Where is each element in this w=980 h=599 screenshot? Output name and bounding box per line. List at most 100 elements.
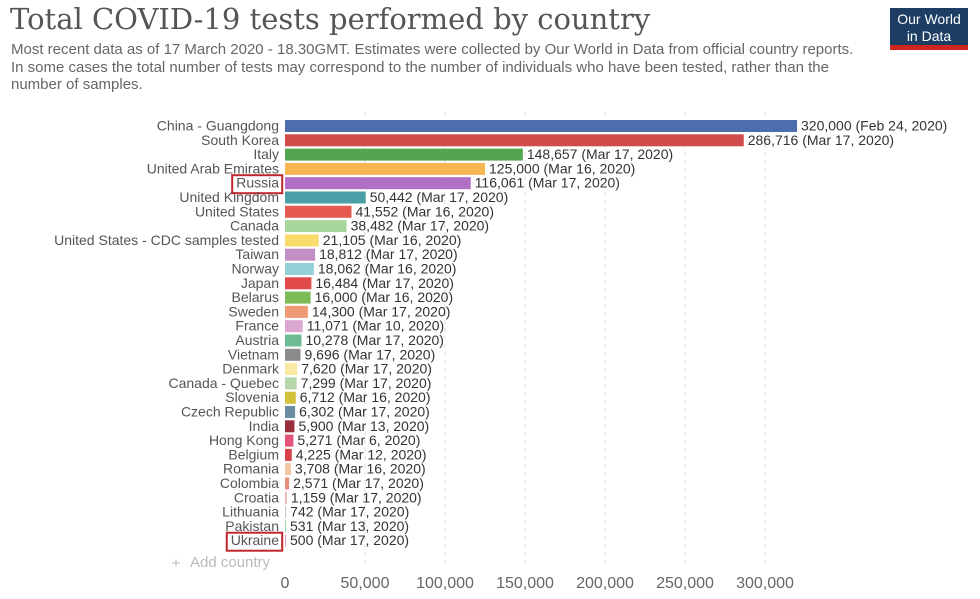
bar-row-norway[interactable]: Norway 18,062 (Mar 16, 2020) <box>232 261 457 277</box>
bar-russia[interactable] <box>285 177 471 190</box>
bar-south-korea[interactable] <box>285 134 744 147</box>
category-label-south-korea[interactable]: South Korea <box>201 132 279 148</box>
category-label-united-kingdom[interactable]: United Kingdom <box>179 189 279 205</box>
bar-croatia[interactable] <box>285 491 287 504</box>
bar-slovenia[interactable] <box>285 391 296 404</box>
bar-austria[interactable] <box>285 334 302 347</box>
bar-row-colombia[interactable]: Colombia 2,571 (Mar 17, 2020) <box>220 475 424 491</box>
category-label-united-states[interactable]: United States <box>195 203 279 219</box>
bar-row-pakistan[interactable]: Pakistan 531 (Mar 13, 2020) <box>225 518 409 534</box>
category-label-sweden[interactable]: Sweden <box>228 303 279 319</box>
bar-row-china-guangdong[interactable]: China - Guangdong 320,000 (Feb 24, 2020) <box>157 118 948 134</box>
bar-row-sweden[interactable]: Sweden 14,300 (Mar 17, 2020) <box>228 303 450 319</box>
bar-row-austria[interactable]: Austria 10,278 (Mar 17, 2020) <box>235 332 444 348</box>
bar-canada[interactable] <box>285 220 347 233</box>
bar-china-guangdong[interactable] <box>285 120 797 132</box>
category-label-denmark[interactable]: Denmark <box>222 361 280 377</box>
bar-hong-kong[interactable] <box>285 434 294 447</box>
bar-row-india[interactable]: India 5,900 (Mar 13, 2020) <box>249 418 430 434</box>
category-label-colombia[interactable]: Colombia <box>220 475 279 491</box>
bar-row-croatia[interactable]: Croatia 1,159 (Mar 17, 2020) <box>234 489 422 505</box>
bar-row-belarus[interactable]: Belarus 16,000 (Mar 16, 2020) <box>232 289 454 305</box>
category-label-czech-republic[interactable]: Czech Republic <box>181 404 279 420</box>
bar-row-united-states-cdc-samples-tested[interactable]: United States - CDC samples tested 21,105… <box>54 232 461 248</box>
add-country-button[interactable]: + Add country <box>172 554 271 572</box>
category-label-belgium[interactable]: Belgium <box>228 446 279 462</box>
category-label-canada[interactable]: Canada <box>230 218 279 234</box>
bar-pakistan[interactable] <box>285 520 286 533</box>
bar-row-romania[interactable]: Romania 3,708 (Mar 16, 2020) <box>223 461 426 477</box>
category-label-france[interactable]: France <box>235 318 279 334</box>
owid-logo[interactable]: Our World in Data <box>890 8 968 50</box>
value-label-united-states: 41,552 (Mar 16, 2020) <box>355 203 494 219</box>
bar-row-south-korea[interactable]: South Korea 286,716 (Mar 17, 2020) <box>201 132 894 148</box>
value-label-italy: 148,657 (Mar 17, 2020) <box>527 146 673 162</box>
bar-row-czech-republic[interactable]: Czech Republic 6,302 (Mar 17, 2020) <box>181 404 430 420</box>
value-label-canada: 38,482 (Mar 17, 2020) <box>351 218 490 234</box>
bar-row-slovenia[interactable]: Slovenia 6,712 (Mar 16, 2020) <box>225 389 430 405</box>
value-label-france: 11,071 (Mar 10, 2020) <box>307 318 445 334</box>
bar-row-canada-quebec[interactable]: Canada - Quebec 7,299 (Mar 17, 2020) <box>168 375 431 391</box>
bar-row-united-arab-emirates[interactable]: United Arab Emirates 125,000 (Mar 16, 202… <box>147 160 636 176</box>
bar-row-vietnam[interactable]: Vietnam 9,696 (Mar 17, 2020) <box>228 346 435 362</box>
bar-row-belgium[interactable]: Belgium 4,225 (Mar 12, 2020) <box>228 446 426 462</box>
category-label-united-arab-emirates[interactable]: United Arab Emirates <box>147 160 279 176</box>
category-label-italy[interactable]: Italy <box>253 146 279 162</box>
bar-czech-republic[interactable] <box>285 406 296 418</box>
bar-row-france[interactable]: France 11,071 (Mar 10, 2020) <box>235 318 444 334</box>
category-label-canada-quebec[interactable]: Canada - Quebec <box>168 375 279 391</box>
bar-row-japan[interactable]: Japan 16,484 (Mar 17, 2020) <box>241 275 454 291</box>
bar-sweden[interactable] <box>285 305 308 318</box>
bar-row-united-kingdom[interactable]: United Kingdom 50,442 (Mar 17, 2020) <box>179 189 508 205</box>
bar-ukraine[interactable] <box>285 534 286 547</box>
bar-united-arab-emirates[interactable] <box>285 162 485 175</box>
value-label-croatia: 1,159 (Mar 17, 2020) <box>291 489 422 505</box>
bar-row-hong-kong[interactable]: Hong Kong 5,271 (Mar 6, 2020) <box>209 432 420 448</box>
bar-belgium[interactable] <box>285 448 292 461</box>
category-label-india[interactable]: India <box>249 418 280 434</box>
category-label-austria[interactable]: Austria <box>235 332 279 348</box>
category-label-lithuania[interactable]: Lithuania <box>222 504 279 520</box>
category-label-pakistan[interactable]: Pakistan <box>225 518 279 534</box>
bar-italy[interactable] <box>285 148 523 161</box>
bar-row-lithuania[interactable]: Lithuania 742 (Mar 17, 2020) <box>222 504 409 520</box>
bar-row-italy[interactable]: Italy 148,657 (Mar 17, 2020) <box>253 146 673 162</box>
category-label-taiwan[interactable]: Taiwan <box>235 246 279 262</box>
bar-norway[interactable] <box>285 263 314 275</box>
bar-lithuania[interactable] <box>285 506 287 519</box>
bar-row-russia[interactable]: Russia 116,061 (Mar 17, 2020) <box>231 174 620 195</box>
category-label-united-states-cdc-samples-tested[interactable]: United States - CDC samples tested <box>54 232 279 248</box>
category-label-russia[interactable]: Russia <box>236 175 279 191</box>
bar-united-states-cdc-samples-tested[interactable] <box>285 234 319 247</box>
category-label-china-guangdong[interactable]: China - Guangdong <box>157 118 279 134</box>
category-label-japan[interactable]: Japan <box>241 275 279 291</box>
highlight-box-russia <box>231 174 284 195</box>
bar-romania[interactable] <box>285 463 291 476</box>
category-label-romania[interactable]: Romania <box>223 461 279 477</box>
bar-colombia[interactable] <box>285 477 290 490</box>
bar-belarus[interactable] <box>285 291 311 304</box>
bar-denmark[interactable] <box>285 363 298 376</box>
category-label-belarus[interactable]: Belarus <box>232 289 279 305</box>
category-label-norway[interactable]: Norway <box>232 261 279 277</box>
bar-canada-quebec[interactable] <box>285 377 297 390</box>
bar-india[interactable] <box>285 420 295 433</box>
category-label-croatia[interactable]: Croatia <box>234 489 279 505</box>
bar-row-taiwan[interactable]: Taiwan 18,812 (Mar 17, 2020) <box>235 246 457 262</box>
x-axis: 0 50,000 100,000 150,000 200,000 250,000 300,0… <box>281 575 794 592</box>
bar-united-kingdom[interactable] <box>285 191 366 204</box>
bar-taiwan[interactable] <box>285 248 316 261</box>
bar-japan[interactable] <box>285 277 312 290</box>
x-tick-label: 200,000 <box>576 575 634 592</box>
bar-france[interactable] <box>285 320 303 333</box>
bar-vietnam[interactable] <box>285 348 301 361</box>
bar-row-united-states[interactable]: United States 41,552 (Mar 16, 2020) <box>195 203 494 219</box>
category-label-vietnam[interactable]: Vietnam <box>228 346 279 362</box>
bar-row-denmark[interactable]: Denmark 7,620 (Mar 17, 2020) <box>222 361 432 377</box>
category-label-hong-kong[interactable]: Hong Kong <box>209 432 279 448</box>
category-label-ukraine[interactable]: Ukraine <box>231 532 279 548</box>
bar-row-canada[interactable]: Canada 38,482 (Mar 17, 2020) <box>230 218 489 234</box>
bar-row-ukraine[interactable]: Ukraine 500 (Mar 17, 2020) <box>225 531 409 552</box>
bar-united-states[interactable] <box>285 205 352 218</box>
category-label-slovenia[interactable]: Slovenia <box>225 389 279 405</box>
